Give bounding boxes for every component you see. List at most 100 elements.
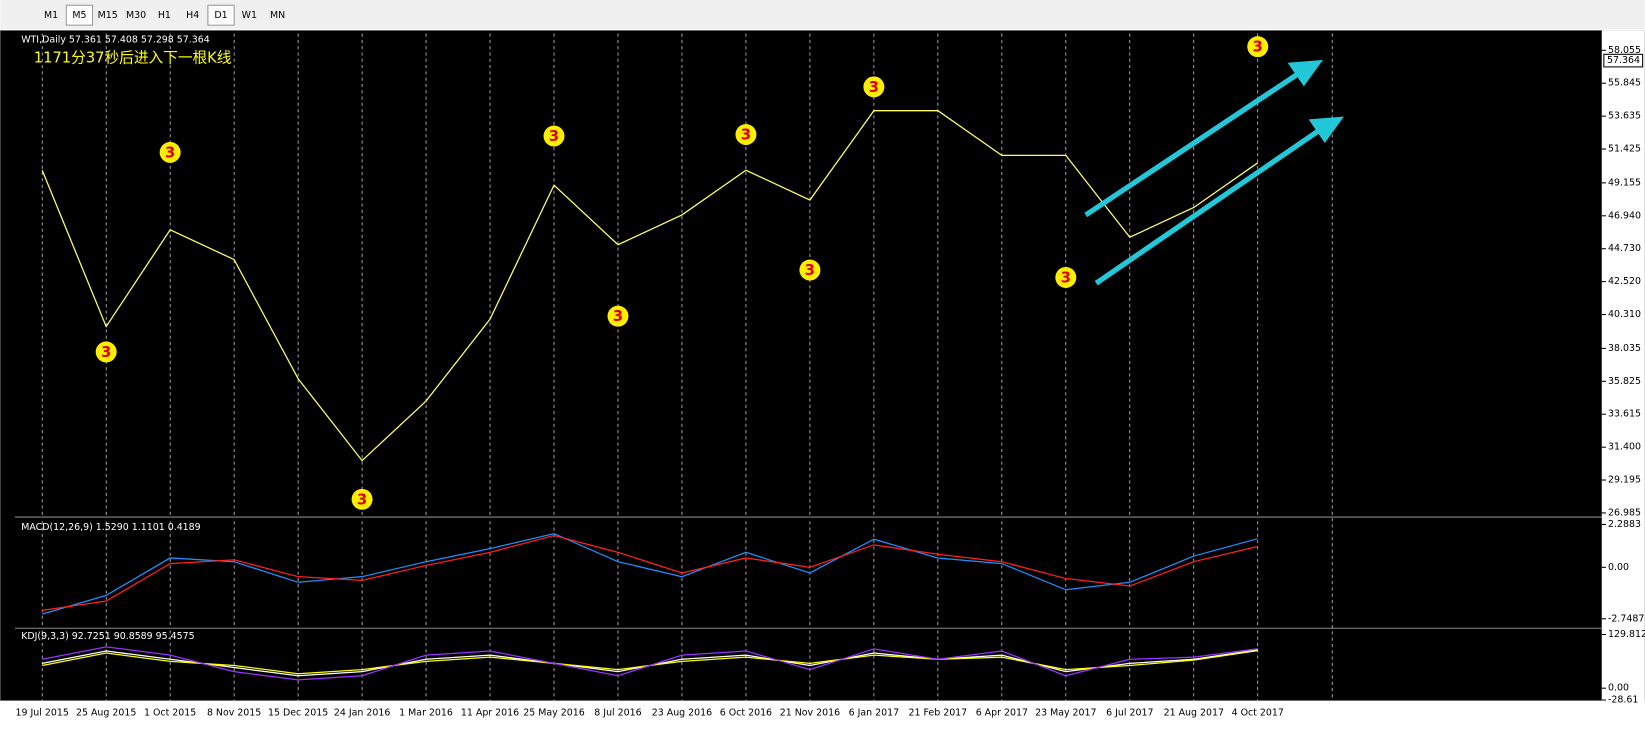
y-tick-label: 42.520 bbox=[1608, 276, 1641, 287]
countdown-text: 1171分37秒后进入下一根K线 bbox=[34, 50, 232, 67]
timeframe-button[interactable] bbox=[264, 5, 291, 26]
signal-marker bbox=[159, 141, 181, 163]
y-tick-label: 46.940 bbox=[1608, 210, 1641, 221]
y-tick-label: 0.00 bbox=[1608, 562, 1629, 573]
timeframe-label[interactable]: M15 bbox=[98, 10, 118, 21]
signal-marker bbox=[1247, 36, 1269, 58]
x-tick-label: 11 Apr 2016 bbox=[461, 708, 519, 719]
signal-marker-label: 3 bbox=[165, 144, 175, 161]
series-line bbox=[42, 532, 1258, 615]
y-tick-label: 0.00 bbox=[1608, 683, 1629, 694]
last-price-tag bbox=[1603, 53, 1644, 68]
arrow bbox=[1084, 71, 1301, 218]
y-tick-label: 53.635 bbox=[1608, 111, 1641, 122]
y-tick-label: -2.7487 bbox=[1608, 613, 1644, 624]
x-tick-label: 19 Jul 2015 bbox=[16, 708, 69, 719]
x-tick-label: 21 Aug 2017 bbox=[1164, 708, 1224, 719]
timeframe-label[interactable]: MN bbox=[270, 10, 285, 21]
x-tick-label: 21 Nov 2016 bbox=[780, 708, 840, 719]
timeframe-button[interactable] bbox=[65, 4, 94, 26]
series-line bbox=[41, 110, 1259, 462]
y-tick-label: 26.985 bbox=[1608, 507, 1641, 518]
y-tick-label: 129.8127 bbox=[1608, 629, 1645, 640]
signal-marker bbox=[607, 305, 629, 327]
date-axis bbox=[0, 700, 1645, 731]
signal-marker-label: 3 bbox=[869, 79, 879, 96]
timeframe-label[interactable]: D1 bbox=[214, 10, 227, 21]
series-line bbox=[42, 646, 1258, 681]
signal-marker-label: 3 bbox=[613, 308, 623, 325]
signal-marker-label: 3 bbox=[741, 127, 751, 144]
signal-marker bbox=[799, 259, 821, 281]
y-tick-label: 31.400 bbox=[1608, 442, 1641, 453]
x-tick-label: 23 Aug 2016 bbox=[652, 708, 712, 719]
timeframe-button[interactable] bbox=[207, 4, 235, 26]
y-tick-label: 33.615 bbox=[1608, 409, 1641, 420]
timeframe-label[interactable]: M30 bbox=[126, 10, 146, 21]
arrow-head bbox=[1287, 59, 1323, 87]
x-tick-label: 6 Apr 2017 bbox=[976, 708, 1028, 719]
timeframe-label[interactable]: H1 bbox=[158, 10, 171, 21]
x-tick-label: 23 May 2017 bbox=[1035, 708, 1096, 719]
y-tick-label: 58.055 bbox=[1608, 45, 1641, 56]
x-tick-label: 8 Nov 2015 bbox=[207, 708, 261, 719]
timeframe-label[interactable]: M1 bbox=[44, 10, 58, 21]
timeframe-label[interactable]: M5 bbox=[72, 10, 86, 21]
panel-title: KDJ(9,3,3) 92.7251 90.8589 95.4575 bbox=[21, 631, 194, 642]
timeframe-buttons: M1 M5 M15 M30 H1 H4 D1 W1 MN bbox=[38, 4, 291, 26]
signal-marker bbox=[543, 125, 565, 147]
signal-marker-label: 3 bbox=[101, 344, 111, 361]
y-tick-label: 35.825 bbox=[1608, 376, 1641, 387]
chart-area bbox=[0, 30, 1645, 702]
last-price-label: 57.364 bbox=[1607, 55, 1640, 66]
y-tick-label: 38.035 bbox=[1608, 343, 1641, 354]
y-tick-label: 2.2883 bbox=[1608, 519, 1641, 530]
signal-marker-label: 3 bbox=[1061, 270, 1071, 287]
x-tick-label: 8 Jul 2016 bbox=[594, 708, 641, 719]
x-tick-label: 24 Jan 2016 bbox=[334, 708, 390, 719]
x-tick-label: 4 Oct 2017 bbox=[1232, 708, 1284, 719]
y-tick-label: 40.310 bbox=[1608, 309, 1641, 320]
timeframe-label[interactable]: W1 bbox=[242, 10, 257, 21]
plots: 19 Jul 2015 25 Aug 2015 1 Oct 2015 8 Nov 20… bbox=[16, 33, 1645, 719]
x-tick-label: 6 Jan 2017 bbox=[849, 708, 900, 719]
timeframe-label[interactable]: H4 bbox=[186, 10, 199, 21]
y-tick-label: 49.155 bbox=[1608, 177, 1641, 188]
y-tick-label: 51.425 bbox=[1608, 144, 1641, 155]
panel-title: MACD(12,26,9) 1.5290 1.1101 0.4189 bbox=[21, 522, 200, 533]
x-tick-label: 6 Oct 2016 bbox=[720, 708, 772, 719]
x-tick-label: 25 May 2016 bbox=[523, 708, 584, 719]
x-tick-label: 6 Jul 2017 bbox=[1106, 708, 1153, 719]
signal-marker bbox=[351, 488, 373, 510]
signal-marker bbox=[1055, 266, 1077, 288]
timeframe-button[interactable] bbox=[236, 5, 263, 26]
y-tick-label: -28.61 bbox=[1608, 695, 1638, 706]
signal-marker-label: 3 bbox=[357, 491, 367, 508]
timeframe-button[interactable] bbox=[179, 5, 206, 26]
signal-marker-label: 3 bbox=[805, 262, 815, 279]
timeframe-button[interactable] bbox=[94, 5, 121, 26]
signal-marker-label: 3 bbox=[549, 128, 559, 145]
x-tick-label: 21 Feb 2017 bbox=[909, 708, 968, 719]
x-tick-label: 1 Mar 2016 bbox=[399, 708, 453, 719]
signal-marker-label: 3 bbox=[1253, 39, 1263, 56]
timeframe-button[interactable] bbox=[122, 5, 150, 26]
y-tick-label: 44.730 bbox=[1608, 243, 1641, 254]
trend-arrows bbox=[1084, 59, 1344, 286]
signal-marker bbox=[735, 124, 757, 146]
x-tick-label: 1 Oct 2015 bbox=[144, 708, 196, 719]
signal-marker bbox=[95, 341, 117, 363]
y-tick-label: 55.845 bbox=[1608, 78, 1641, 89]
signal-marker bbox=[863, 76, 885, 98]
timeframe-button[interactable] bbox=[38, 5, 65, 26]
arrow-head bbox=[1308, 116, 1344, 143]
timeframe-button[interactable] bbox=[151, 5, 178, 26]
y-tick-label: 29.195 bbox=[1608, 475, 1641, 486]
price-axis bbox=[1601, 30, 1645, 702]
series-line bbox=[42, 534, 1258, 612]
panel-title: WTI,Daily 57.361 57.408 57.298 57.364 bbox=[21, 34, 210, 45]
x-tick-label: 25 Aug 2015 bbox=[76, 708, 136, 719]
x-tick-label: 15 Dec 2015 bbox=[268, 708, 328, 719]
arrow bbox=[1094, 127, 1322, 286]
